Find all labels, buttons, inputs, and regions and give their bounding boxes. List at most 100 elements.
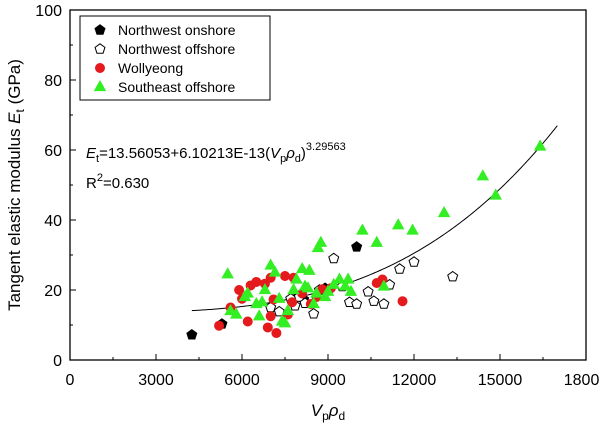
eq-middle: =13.56053+6.10213E-13( [99,145,270,162]
eq-v: V [270,145,282,162]
point-northwest-onshore [351,241,363,252]
legend: Northwest onshore Northwest offshore Wolly… [79,15,271,101]
point-northwest-offshore [368,295,380,306]
point-southeast-offshore [310,286,323,298]
data-points [186,139,547,340]
point-wollyeong [251,276,262,287]
point-southeast-offshore [338,279,352,291]
point-southeast-offshore [370,235,383,247]
y-tick-label: 0 [53,353,62,370]
y-axis-title: Tangent elastic modulus Et (GPa) [5,59,27,311]
point-northwest-offshore [408,256,420,267]
point-southeast-offshore [264,258,277,270]
legend-marker-northwest-onshore [94,24,106,35]
legend-marker-southeast-offshore [93,79,107,92]
legend-marker-northwest-offshore [94,43,106,54]
point-southeast-offshore [255,295,269,307]
point-southeast-offshore [241,286,254,298]
legend-marker-wollyeong [95,63,106,74]
point-wollyeong [397,296,408,307]
x-tick-label: 12000 [392,372,437,389]
point-northwest-onshore [186,328,198,340]
y-tick-label: 40 [44,213,62,230]
eq-rho: ρ [285,145,295,162]
eq-close: ) [301,145,306,162]
r2-sup: 2 [97,172,103,184]
point-southeast-offshore [391,218,405,230]
point-southeast-offshore [298,279,312,291]
point-northwest-offshore [447,270,459,282]
point-southeast-offshore [333,272,346,284]
point-southeast-offshore [437,205,451,218]
x-tick-label: 9000 [310,372,346,389]
legend-label-northwest-onshore: Northwest onshore [118,22,236,38]
legend-label-wollyeong: Wollyeong [118,60,183,76]
point-southeast-offshore [290,272,303,284]
legend-items: Northwest onshore Northwest offshore Wolly… [93,22,236,95]
point-wollyeong [279,270,290,281]
eq-rhosub: d [295,153,301,165]
point-southeast-offshore [278,316,292,328]
x-title-rho: ρ [328,401,339,420]
point-southeast-offshore [377,279,391,291]
x-tick-label: 0 [66,372,75,389]
x-title-vsub: p [322,409,329,423]
point-southeast-offshore [287,282,300,295]
point-southeast-offshore [314,235,328,247]
point-southeast-offshore [476,169,490,181]
point-southeast-offshore [341,272,355,284]
x-title-v: V [311,401,324,420]
x-title-rhosub: d [339,409,346,423]
point-southeast-offshore [321,284,335,296]
eq-vsub: p [280,153,286,165]
eq-prefix-sub: t [96,153,99,165]
x-tick-label: 3000 [138,372,174,389]
y-tick-label: 80 [44,73,62,90]
point-southeast-offshore [273,291,286,303]
legend-box [79,15,271,101]
point-southeast-offshore [356,223,369,235]
point-southeast-offshore [489,188,502,200]
r-squared: R2=0.630 [86,172,149,192]
x-tick-label: 15000 [478,372,523,389]
point-northwest-offshore [328,252,340,264]
y-title-main: Tangent elastic modulus [5,124,24,311]
point-southeast-offshore [406,223,419,235]
point-wollyeong [287,297,298,308]
point-northwest-offshore [351,298,363,309]
point-northwest-offshore [394,263,406,274]
legend-label-northwest-offshore: Northwest offshore [118,41,235,57]
point-wollyeong [271,328,282,339]
y-title-unit: (GPa) [5,59,24,109]
point-southeast-offshore [268,265,282,277]
point-wollyeong [242,316,253,327]
point-southeast-offshore [303,263,316,275]
point-southeast-offshore [533,139,547,151]
point-wollyeong [265,311,276,322]
point-northwest-offshore [308,307,320,319]
point-southeast-offshore [230,307,243,319]
point-wollyeong [214,320,225,331]
y-tick-label: 60 [44,143,62,160]
y-title-var: E [5,112,24,124]
point-southeast-offshore [221,267,234,279]
point-northwest-offshore [362,285,374,297]
point-southeast-offshore [252,309,266,321]
point-southeast-offshore [307,296,320,309]
point-southeast-offshore [295,261,309,274]
point-northwest-offshore [273,305,285,317]
y-title-sub: t [13,108,27,112]
r2-label: R [86,175,97,192]
point-southeast-offshore [224,303,237,316]
x-axis-title: Vpρd [311,401,345,423]
point-southeast-offshore [344,284,358,296]
y-tick-label: 20 [44,283,62,300]
point-southeast-offshore [281,303,295,316]
eq-exp: 3.29563 [306,141,346,153]
legend-label-southeast-offshore: Southeast offshore [118,79,235,95]
x-tick-label: 6000 [224,372,260,389]
r2-value: =0.630 [103,175,149,192]
